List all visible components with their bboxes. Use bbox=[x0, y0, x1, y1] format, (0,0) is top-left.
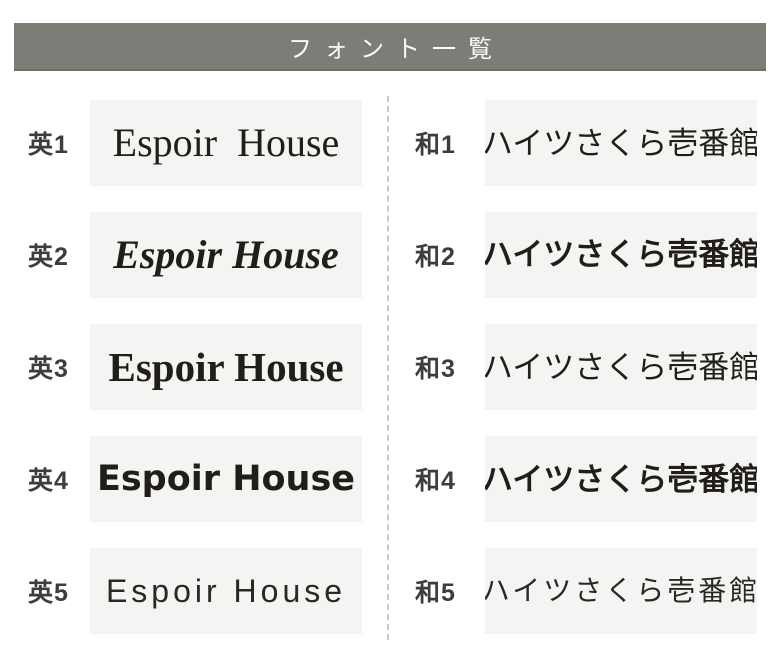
font-sample-box: ハイツさくら壱番館 bbox=[485, 548, 757, 634]
font-sample-text: ハイツさくら壱番館 bbox=[485, 349, 757, 385]
font-index-label: 英4 bbox=[28, 467, 69, 495]
title-bar: フォント一覧 bbox=[14, 23, 766, 71]
column-divider bbox=[387, 96, 389, 640]
font-sample-box: ハイツさくら壱番館 bbox=[485, 212, 757, 298]
font-index-label: 英1 bbox=[28, 131, 69, 159]
font-sample-row-ja1: 和1 ハイツさくら壱番館 bbox=[388, 100, 780, 186]
font-sample-box: Espoir House bbox=[90, 548, 362, 634]
font-sample-box: ハイツさくら壱番館 bbox=[485, 324, 757, 410]
font-sample-row-en5: 英5 Espoir House bbox=[0, 548, 387, 634]
font-sample-row-ja4: 和4 ハイツさくら壱番館 bbox=[388, 436, 780, 522]
font-sample-box: Espoir House bbox=[90, 436, 362, 522]
font-sample-text: Espoir House bbox=[112, 120, 340, 165]
font-sample-text: ハイツさくら壱番館 bbox=[485, 125, 757, 161]
font-sample-text: Espoir House bbox=[108, 343, 344, 390]
font-index-label: 和4 bbox=[415, 467, 456, 495]
font-sample-text: Espoir House bbox=[105, 573, 347, 609]
font-index-label: 和5 bbox=[415, 579, 456, 607]
font-sample-box: ハイツさくら壱番館 bbox=[485, 100, 757, 186]
font-sample-row-ja2: 和2 ハイツさくら壱番館 bbox=[388, 212, 780, 298]
font-sample-text: ハイツさくら壱番館 bbox=[485, 236, 757, 273]
font-index-label: 英3 bbox=[28, 355, 69, 383]
font-index-label: 英2 bbox=[28, 243, 69, 271]
font-sample-text: Espoir House bbox=[96, 458, 356, 499]
font-index-label: 英5 bbox=[28, 579, 69, 607]
font-sample-text: Espoir House bbox=[113, 232, 339, 277]
font-sample-box: Espoir House bbox=[90, 212, 362, 298]
font-sample-box: ハイツさくら壱番館 bbox=[485, 436, 757, 522]
font-index-label: 和2 bbox=[415, 243, 456, 271]
font-sample-row-en2: 英2 Espoir House bbox=[0, 212, 387, 298]
font-sample-box: Espoir House bbox=[90, 324, 362, 410]
font-sample-text: ハイツさくら壱番館 bbox=[485, 575, 757, 606]
font-sample-row-ja3: 和3 ハイツさくら壱番館 bbox=[388, 324, 780, 410]
japanese-fonts-column: 和1 ハイツさくら壱番館 和2 ハイツさくら壱番館 和3 ハイツさくら壱番館 和… bbox=[388, 100, 780, 646]
font-sample-text: ハイツさくら壱番館 bbox=[485, 461, 757, 497]
english-fonts-column: 英1 Espoir House 英2 Espoir House 英3 Espoi… bbox=[0, 100, 387, 646]
font-sample-row-en3: 英3 Espoir House bbox=[0, 324, 387, 410]
font-sample-row-ja5: 和5 ハイツさくら壱番館 bbox=[388, 548, 780, 634]
font-sample-row-en4: 英4 Espoir House bbox=[0, 436, 387, 522]
page-title: フォント一覧 bbox=[288, 35, 504, 63]
font-index-label: 和1 bbox=[415, 131, 456, 159]
font-sample-row-en1: 英1 Espoir House bbox=[0, 100, 387, 186]
font-index-label: 和3 bbox=[415, 355, 456, 383]
font-sample-box: Espoir House bbox=[90, 100, 362, 186]
